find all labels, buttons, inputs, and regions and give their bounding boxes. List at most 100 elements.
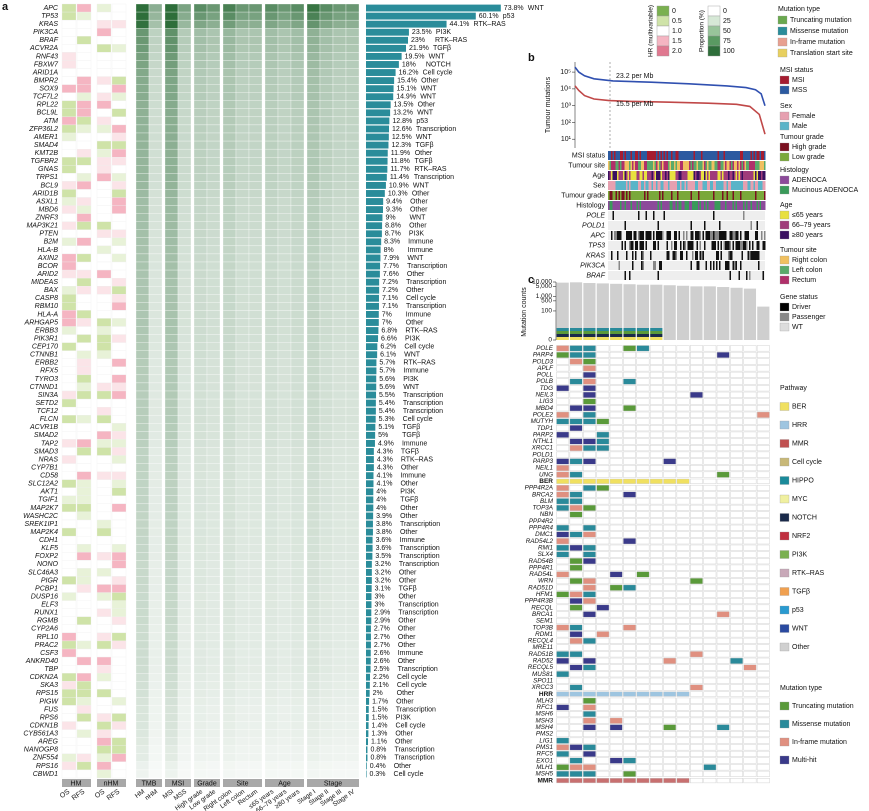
heat-cell	[332, 753, 347, 763]
heat-cell	[277, 302, 292, 311]
heat-cell	[222, 624, 237, 634]
grid-cell	[676, 538, 690, 545]
grid-cell	[569, 744, 583, 751]
heat-cell	[332, 697, 347, 706]
grid-cell	[556, 518, 570, 525]
hr-cell	[76, 608, 92, 617]
gene-label: NANOGP8	[24, 747, 58, 754]
track-cell	[701, 251, 703, 260]
hr-cell	[61, 415, 77, 424]
heat-cell	[306, 342, 321, 351]
heat-cell	[164, 310, 179, 319]
grid-cell	[609, 711, 623, 718]
hr-cell	[96, 173, 112, 182]
track-cell	[720, 251, 722, 260]
heat-cell	[319, 294, 334, 303]
pathway-label: Other	[398, 642, 416, 649]
bar	[366, 641, 371, 649]
heat-cell	[277, 608, 292, 617]
heat-cell	[319, 600, 334, 609]
heat-cell	[135, 326, 150, 335]
track-cell	[674, 241, 676, 250]
grid-cell	[623, 711, 636, 718]
hr-cell	[76, 108, 92, 118]
bar	[366, 456, 374, 463]
bar	[366, 335, 379, 343]
track-cell	[644, 181, 646, 190]
grid-cell	[596, 365, 610, 372]
legend-label: BER	[792, 403, 806, 410]
grid-cell	[596, 744, 610, 751]
grid-cell	[663, 664, 677, 671]
heat-cell	[193, 584, 208, 593]
grid-cell	[569, 504, 583, 511]
hr-cell	[76, 584, 92, 593]
heat-cell	[206, 28, 221, 37]
track-cell	[629, 171, 631, 180]
pathway-label: p53	[416, 118, 428, 125]
hr-cell	[111, 148, 127, 158]
heat-cell	[235, 608, 250, 617]
grid-cell	[556, 418, 570, 425]
heat-cell	[148, 28, 163, 37]
track-cell	[659, 171, 661, 180]
grid-cell	[609, 731, 623, 738]
heat-cell	[264, 237, 279, 247]
heat-cell	[148, 52, 163, 61]
track-cell	[659, 261, 661, 270]
grid-cell	[690, 651, 703, 658]
heat-cell	[248, 415, 263, 424]
heat-cell	[235, 600, 250, 609]
heat-cell	[306, 689, 321, 698]
hr-cell	[61, 495, 77, 505]
pathway-label: p53	[503, 13, 515, 20]
pathway-label: Transcription	[407, 263, 447, 270]
bar	[366, 480, 374, 488]
heat-cell	[264, 366, 279, 376]
heat-cell	[319, 52, 334, 61]
hr-cell	[111, 511, 127, 521]
grid-cell	[663, 711, 677, 718]
heat-cell	[248, 52, 263, 61]
heat-cell	[306, 439, 321, 448]
grid-cell	[609, 571, 623, 578]
heat-cell	[193, 148, 208, 158]
heat-cell	[222, 197, 237, 206]
track-cell	[617, 171, 619, 180]
heat-cell	[177, 713, 192, 722]
grid-cell	[556, 704, 570, 711]
grid-cell	[596, 345, 610, 352]
heat-cell	[164, 519, 179, 529]
track-cell	[632, 161, 634, 170]
grid-cell	[609, 511, 623, 518]
heat-cell	[306, 334, 321, 343]
heat-cell	[148, 157, 163, 166]
hr-cell	[111, 753, 127, 763]
heat-cell	[222, 390, 237, 400]
track-cell	[756, 221, 758, 230]
grid-cell	[623, 411, 636, 418]
heat-cell	[290, 745, 305, 754]
pathway-label: RTK–RAS	[474, 21, 506, 28]
heat-cell	[248, 286, 263, 295]
heat-cell	[248, 511, 263, 521]
grid-cell	[743, 697, 757, 704]
heat-cell	[235, 318, 250, 327]
track-cell	[654, 151, 656, 160]
track-cell	[693, 181, 695, 190]
heat-cell	[222, 229, 237, 238]
grid-cell	[623, 611, 636, 618]
track-cell	[720, 201, 722, 210]
heat-cell	[164, 229, 179, 238]
track-cell	[729, 231, 731, 240]
grid-cell	[730, 731, 743, 738]
group-cell	[556, 478, 570, 484]
hr-cell	[61, 253, 77, 263]
gene-label: RECQL5	[528, 664, 554, 671]
heat-cell	[206, 140, 221, 150]
heat-cell	[306, 350, 321, 359]
value-label: 1.4%	[372, 722, 388, 729]
track-cell	[648, 201, 650, 210]
grid-cell	[556, 498, 570, 505]
track-cell	[702, 201, 704, 210]
